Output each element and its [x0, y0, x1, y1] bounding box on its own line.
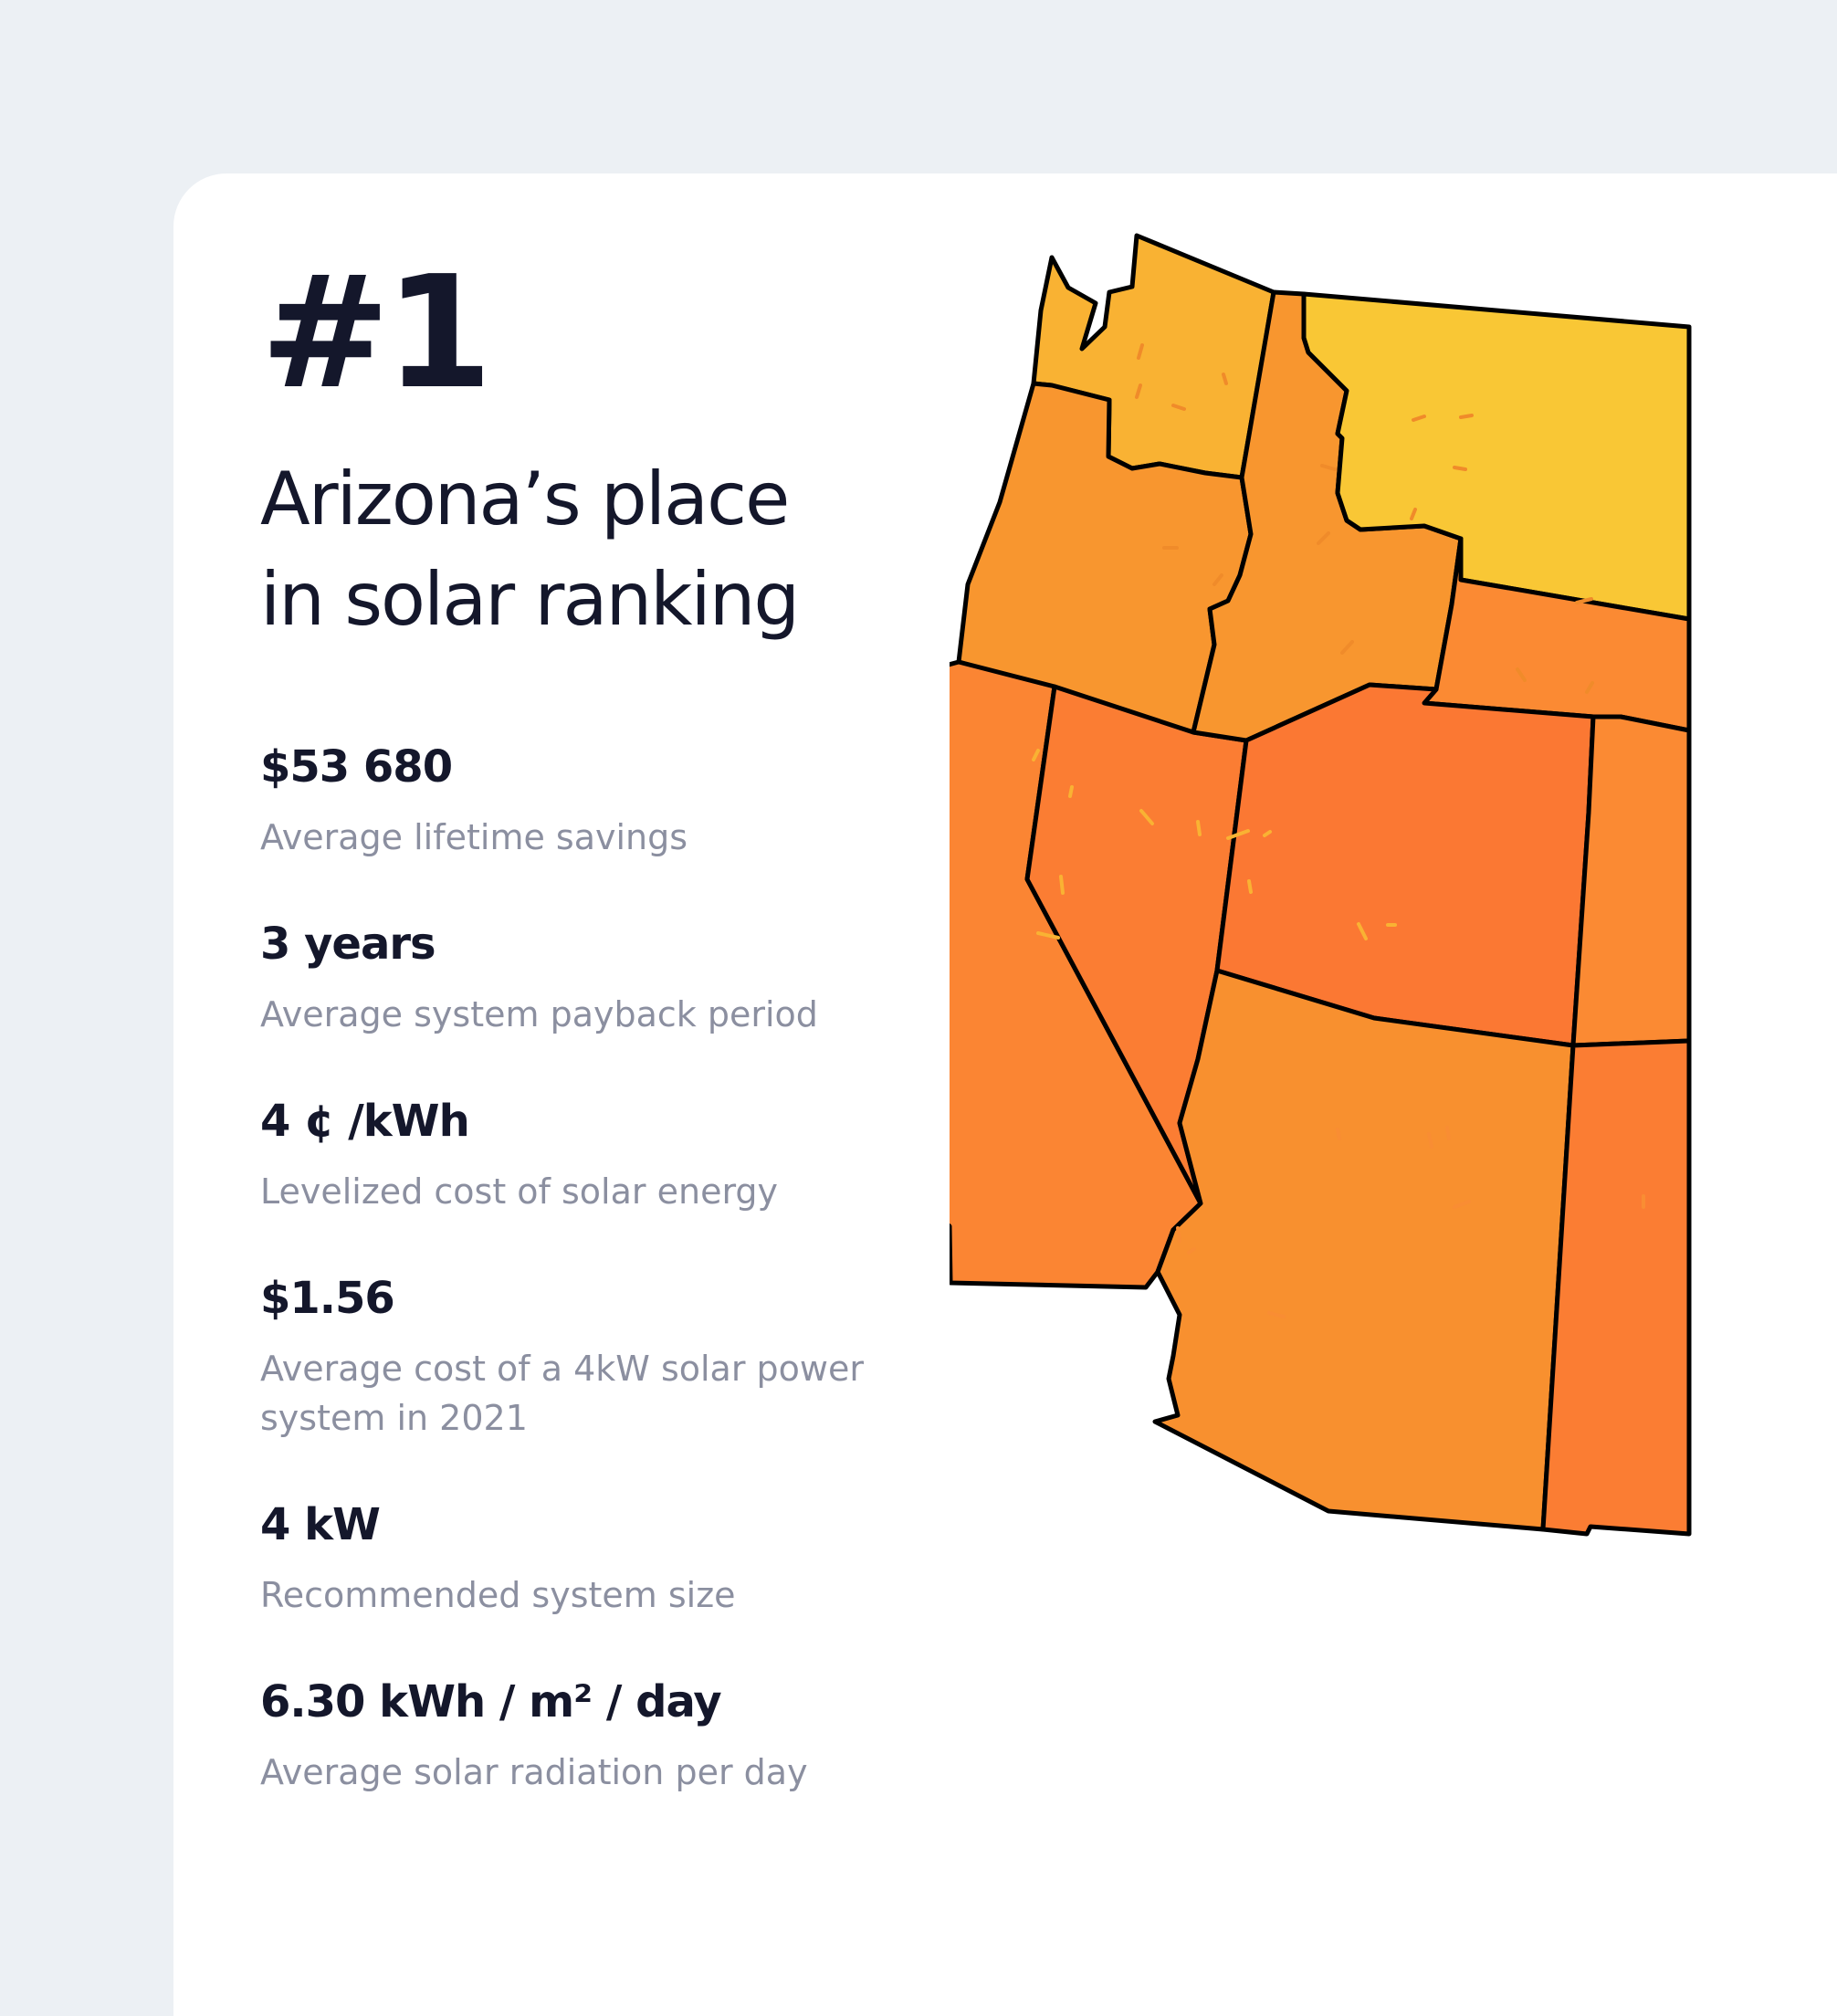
stat-label: Levelized cost of solar energy: [260, 1171, 779, 1212]
stat-payback-period: 3 years Average system payback period: [260, 915, 918, 1039]
us-west-map: [950, 233, 1692, 1537]
stat-label: Average system payback period: [260, 994, 818, 1034]
stat-system-cost: $1.56 Average cost of a 4kW solar power …: [260, 1269, 918, 1443]
stat-lifetime-savings: $53 680 Average lifetime savings: [260, 738, 918, 862]
stat-solar-radiation: 6.30 kWh / m² / day Average solar radiat…: [260, 1673, 918, 1797]
stat-value: 4 ¢ /kWh: [260, 1096, 470, 1147]
stat-value: $53 680: [260, 741, 453, 793]
ranking-card: #1 Arizona’s place in solar ranking $53 …: [173, 173, 1837, 2016]
ranking-title-line1: Arizona’s place: [260, 457, 790, 541]
stat-label: Average solar radiation per day: [260, 1752, 808, 1792]
state-colorado: [1570, 714, 1692, 1048]
state-arizona: [1152, 968, 1576, 1532]
stat-value: $1.56: [260, 1273, 395, 1324]
stat-label: Recommended system size: [260, 1575, 736, 1615]
ranking-title-line2: in solar ranking: [260, 557, 800, 642]
stat-system-size: 4 kW Recommended system size: [260, 1496, 918, 1620]
stat-value: 6.30 kWh / m² / day: [260, 1676, 722, 1727]
stat-levelized-cost: 4 ¢ /kWh Levelized cost of solar energy: [260, 1092, 918, 1216]
ranking-info: #1 Arizona’s place in solar ranking $53 …: [260, 256, 918, 1850]
stat-label: Average lifetime savings: [260, 817, 688, 857]
stat-value: 3 years: [260, 919, 436, 970]
rank-number: #1: [260, 243, 493, 424]
state-new-mexico: [1540, 1038, 1692, 1537]
stat-label: Average cost of a 4kW solar power system…: [260, 1349, 864, 1438]
map-texture: [1032, 343, 1645, 1318]
stats-list: $53 680 Average lifetime savings 3 years…: [260, 738, 918, 1797]
ranking-title: Arizona’s place in solar ranking: [260, 449, 918, 650]
stat-value: 4 kW: [260, 1499, 381, 1550]
